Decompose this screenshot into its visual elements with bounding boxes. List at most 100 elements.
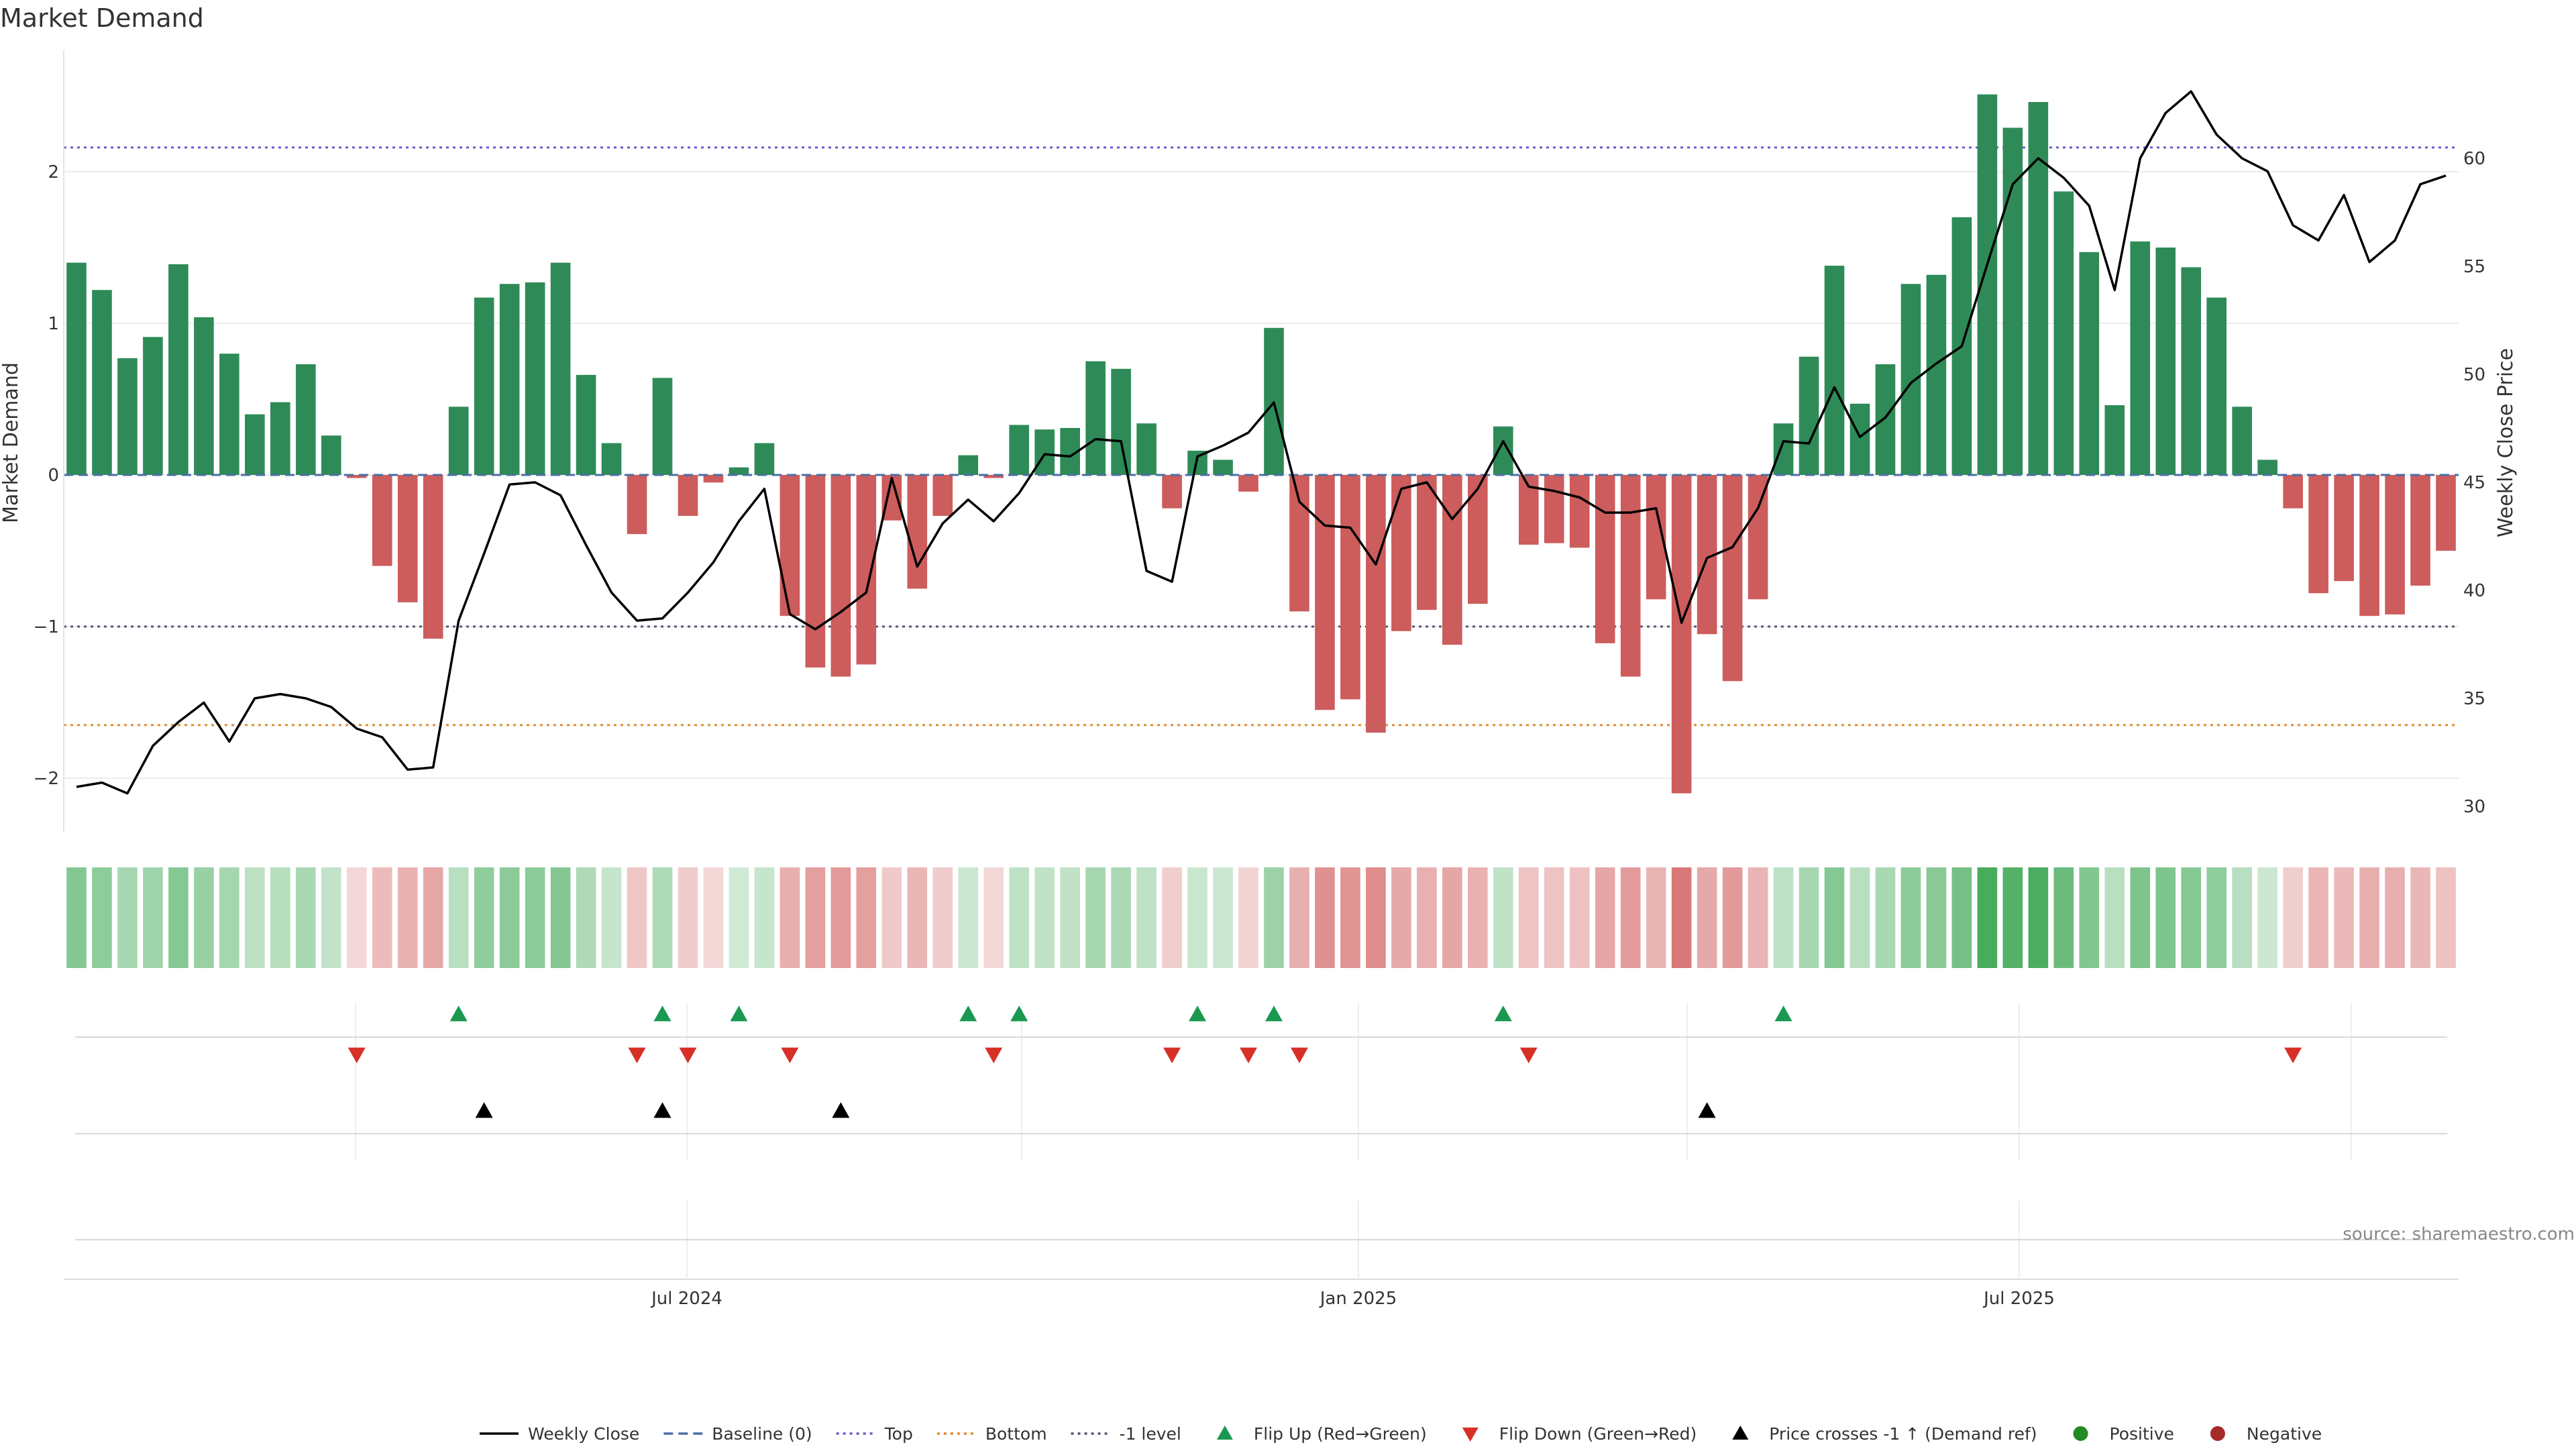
demand-heat-strip [66,867,2456,968]
demand-bar [729,467,749,475]
y-axis-label: Market Demand [0,362,23,523]
demand-heat-cell [117,867,138,968]
demand-bar [2334,475,2354,582]
demand-bar [346,475,367,478]
demand-heat-cell [423,867,443,968]
demand-heat-cell [983,867,1004,968]
demand-heat-cell [1722,867,1743,968]
demand-bar [2308,475,2328,594]
legend-label: Weekly Close [528,1424,639,1444]
demand-heat-cell [2079,867,2100,968]
y-tick-label: 1 [48,314,59,334]
demand-heat-cell [2028,867,2049,968]
demand-heat-cell [932,867,953,968]
demand-bar [780,475,800,616]
demand-bar [805,475,826,668]
legend-label: Price crosses -1 ↑ (Demand ref) [1769,1424,2037,1444]
demand-bar [652,378,673,475]
demand-heat-cell [1951,867,1972,968]
demand-bar [2155,248,2176,475]
demand-heat-cell [2359,867,2379,968]
demand-heat-cell [2257,867,2277,968]
demand-heat-cell [270,867,290,968]
demand-heat-cell [1009,867,1030,968]
demand-heat-cell [372,867,392,968]
demand-bar [703,475,724,483]
demand-heat-cell [66,867,87,968]
demand-bar [1748,475,1768,600]
demand-heat-cell [907,867,928,968]
demand-bar [627,475,647,535]
y2-tick-label: 55 [2463,257,2485,277]
x-tick-label: Jul 2024 [650,1289,722,1309]
flip-up-marker [449,1006,468,1022]
demand-bar [2130,241,2151,475]
demand-heat-cell [1824,867,1845,968]
demand-bar [1569,475,1590,548]
x-tick-label: Jan 2025 [1319,1289,1397,1309]
legend-item: -1 level [1071,1424,1181,1444]
demand-heat-cell [245,867,265,968]
legend-label: Bottom [985,1424,1047,1444]
price-cross-marker [1698,1102,1716,1118]
demand-bar [2206,297,2227,475]
demand-heat-cell [1289,867,1309,968]
y-tick-label: −2 [34,769,59,789]
demand-bar [1875,364,1896,475]
chart-title: Market Demand [0,3,204,33]
y2-tick-label: 30 [2463,797,2485,817]
demand-heat-cell [2436,867,2456,968]
demand-bar [576,374,596,475]
flip-down-marker [1240,1047,1258,1063]
signal-markers [347,1006,2302,1118]
demand-bar [754,443,775,475]
demand-heat-cell [143,867,163,968]
demand-heat-cell [2181,867,2202,968]
demand-bar [1009,425,1030,475]
demand-heat-cell [678,867,698,968]
y2-tick-label: 40 [2463,581,2485,601]
legend-item: Price crosses -1 ↑ (Demand ref) [1732,1424,2037,1444]
demand-heat-cell [2130,867,2151,968]
flip-down-marker [1519,1047,1538,1063]
demand-heat-cell [2232,867,2252,968]
demand-heat-cell [1442,867,1462,968]
demand-heat-cell [1569,867,1590,968]
legend-item: Negative [2210,1424,2322,1444]
demand-heat-cell [958,867,979,968]
legend-item: Top [836,1424,913,1444]
flip-down-marker [347,1047,366,1063]
demand-bar [1085,361,1106,475]
demand-bar [1366,475,1386,733]
demand-heat-cell [1417,867,1437,968]
demand-bar [2002,127,2023,475]
demand-heat-cell [576,867,596,968]
source-note: source: sharemaestro.com [2343,1224,2575,1244]
demand-bar [601,443,622,475]
demand-heat-cell [1238,867,1258,968]
demand-heat-cell [703,867,724,968]
demand-bar [1315,475,1335,710]
price-cross-marker [653,1102,672,1118]
demand-bar [2359,475,2379,616]
demand-bar [1926,274,1947,475]
demand-heat-cell [1366,867,1386,968]
demand-heat-cell [1849,867,1870,968]
demand-heat-cell [754,867,775,968]
demand-bar [525,282,545,475]
demand-heat-cell [2002,867,2023,968]
demand-heat-cell [2283,867,2303,968]
y2-tick-label: 45 [2463,473,2485,493]
flip-up-marker [959,1006,977,1022]
demand-bar [66,262,87,475]
demand-bar [1824,266,1845,475]
demand-bar [550,262,571,475]
demand-bar [1238,475,1258,492]
demand-heat-cell [1748,867,1768,968]
demand-bar [219,354,239,475]
demand-heat-cell [2053,867,2074,968]
demand-bar [397,475,418,602]
demand-heat-cell [1391,867,1411,968]
demand-heat-cell [1468,867,1488,968]
demand-heat-cell [2206,867,2227,968]
